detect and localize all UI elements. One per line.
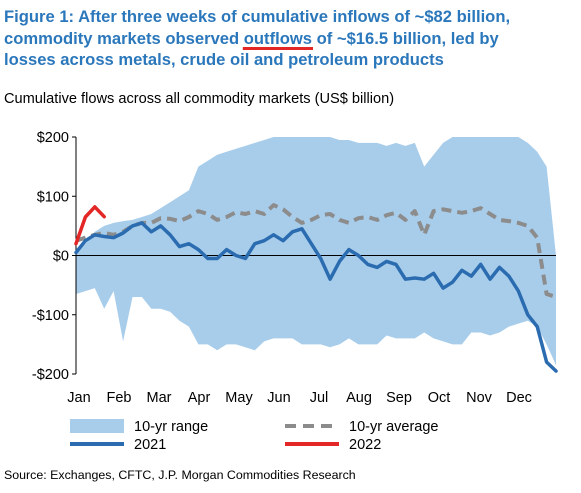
x-tick-label: Nov bbox=[466, 390, 493, 406]
x-tick-label: Jul bbox=[310, 390, 329, 406]
x-tick-label: Aug bbox=[346, 390, 372, 406]
y-tick-label: $100 bbox=[37, 189, 69, 205]
series-10yr-average-line bbox=[75, 203, 557, 299]
y-tick-label: $0 bbox=[53, 249, 69, 265]
x-tick-label: Jun bbox=[267, 390, 290, 406]
source-note: Source: Exchanges, CFTC, J.P. Morgan Com… bbox=[4, 468, 356, 482]
chart-subtitle: Cumulative flows across all commodity ma… bbox=[4, 91, 395, 107]
title-line-2-pre: commodity markets observed bbox=[4, 28, 244, 48]
y-tick-label: -$200 bbox=[32, 367, 69, 383]
legend-label: 2022 bbox=[349, 437, 381, 453]
title-highlight-outflows: outflows bbox=[243, 28, 312, 48]
x-tick-label: Dec bbox=[506, 390, 532, 406]
x-tick-label: Feb bbox=[107, 390, 132, 406]
figure-title: Figure 1: After three weeks of cumulativ… bbox=[4, 6, 579, 71]
x-tick-label: Oct bbox=[428, 390, 451, 406]
y-tick-label: -$100 bbox=[32, 308, 69, 324]
x-tick-label: Mar bbox=[147, 390, 172, 406]
series-2021-line bbox=[74, 221, 558, 373]
title-line-3: losses across metals, crude oil and petr… bbox=[4, 50, 444, 69]
x-tick-label: Jan bbox=[67, 390, 90, 406]
x-tick-label: Apr bbox=[188, 390, 211, 406]
title-line-1: Figure 1: After three weeks of cumulativ… bbox=[4, 7, 511, 26]
legend-swatch-range bbox=[70, 419, 124, 433]
legend-label: 10-yr average bbox=[349, 419, 438, 435]
legend-label: 10-yr range bbox=[134, 419, 208, 435]
x-tick-label: May bbox=[225, 390, 253, 406]
y-tick-label: $200 bbox=[37, 130, 69, 146]
legend-label: 2021 bbox=[134, 437, 166, 453]
title-line-2-post: of ~$16.5 billion, led by bbox=[312, 28, 499, 48]
plot-area: $200 $100 $0 -$100 -$200 Jan Feb Mar Apr May Jun Ju… bbox=[32, 130, 558, 406]
series-2022-line bbox=[74, 205, 106, 246]
chart-legend: 10-yr range 10-yr average 2021 2022 bbox=[70, 419, 438, 453]
x-tick-label: Sep bbox=[386, 390, 412, 406]
